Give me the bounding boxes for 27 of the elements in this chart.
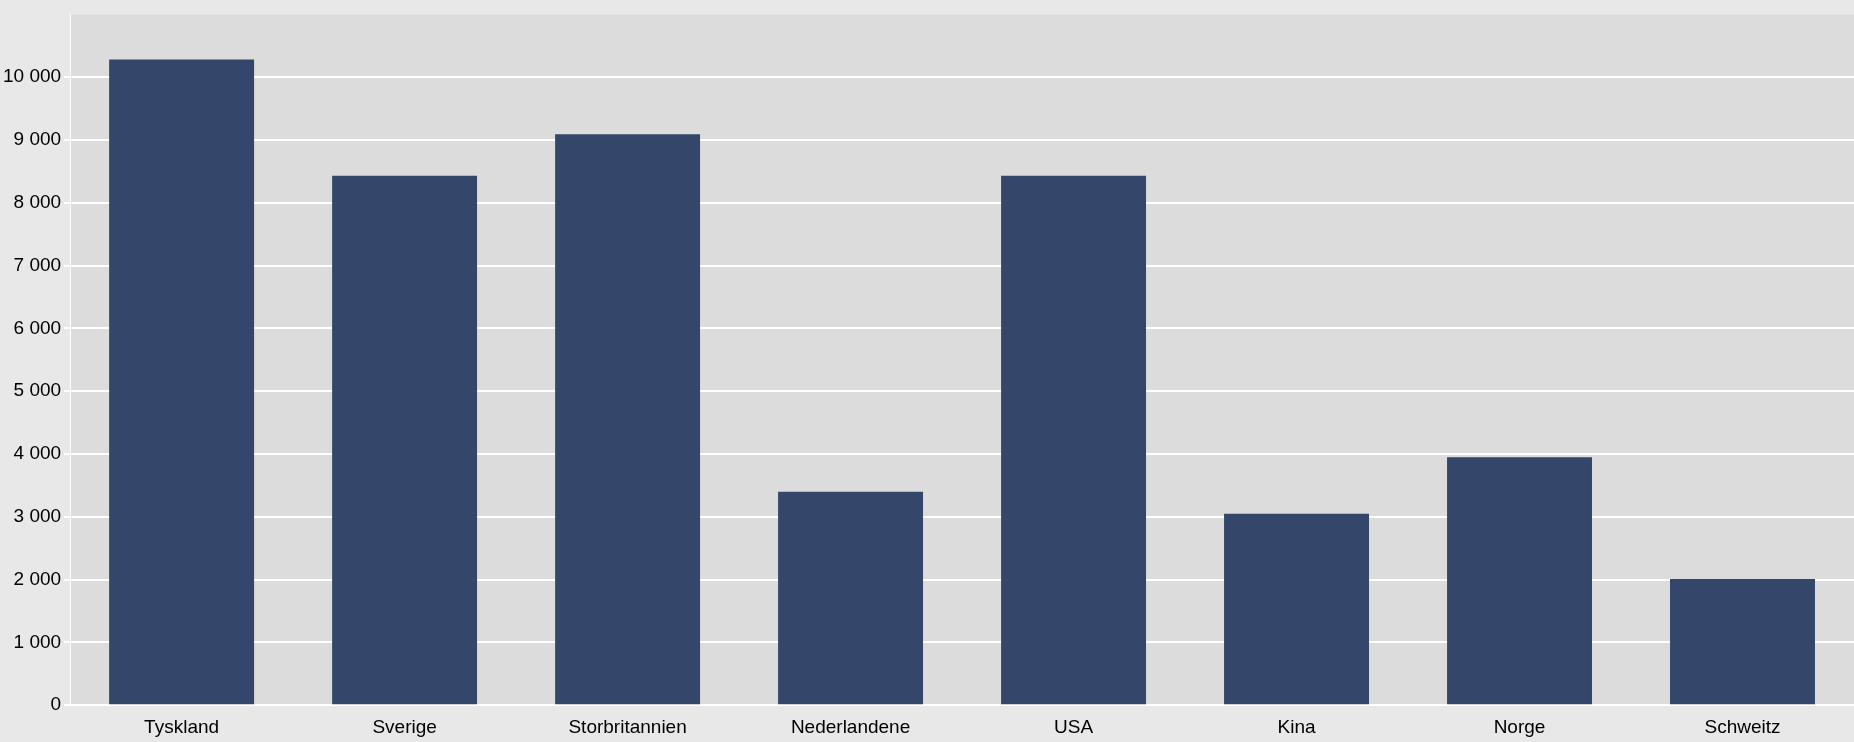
x-tick-label: Storbritannien — [568, 715, 687, 737]
y-tick-label: 3 000 — [13, 505, 62, 527]
y-tick-label: 0 — [50, 693, 62, 715]
x-tick-label: Nederlandene — [790, 715, 911, 737]
x-tick-label: Schweitz — [1704, 715, 1781, 737]
y-tick-label: 8 000 — [13, 191, 62, 213]
y-tick-label: 4 000 — [13, 442, 62, 464]
y-tick-label: 10 000 — [2, 65, 62, 87]
y-tick-label: 5 000 — [13, 379, 62, 401]
bar — [778, 491, 924, 705]
bar — [1001, 175, 1147, 705]
bar — [109, 59, 255, 705]
bar — [1447, 457, 1592, 705]
bar — [1224, 513, 1370, 705]
bar — [1670, 578, 1815, 705]
bar — [555, 134, 701, 705]
y-tick-label: 7 000 — [13, 253, 62, 275]
y-tick-label: 6 000 — [13, 316, 62, 338]
x-tick-label: Sverige — [372, 715, 437, 737]
bar — [332, 175, 478, 705]
x-tick-label: Norge — [1493, 715, 1546, 737]
x-tick-label: Kina — [1277, 715, 1316, 737]
y-tick-label: 2 000 — [13, 567, 62, 589]
x-tick-label: USA — [1054, 715, 1094, 737]
y-tick-label: 1 000 — [13, 630, 62, 652]
x-tick-label: Tyskland — [144, 715, 220, 737]
y-tick-label: 9 000 — [13, 128, 62, 150]
